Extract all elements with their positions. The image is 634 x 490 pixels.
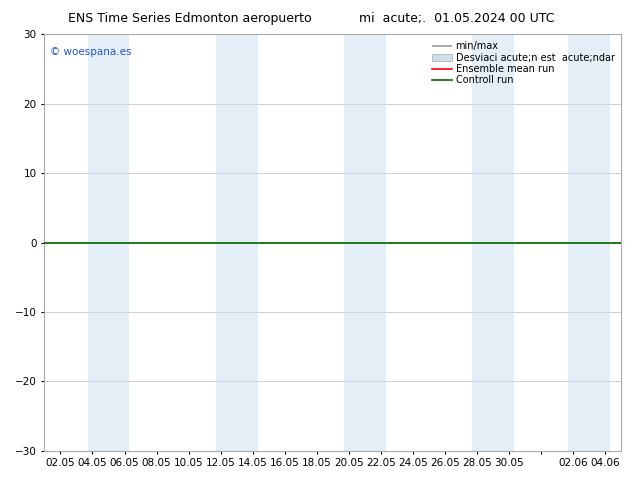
Bar bbox=[87, 34, 129, 451]
Bar bbox=[344, 34, 385, 451]
Text: ENS Time Series Edmonton aeropuerto: ENS Time Series Edmonton aeropuerto bbox=[68, 12, 312, 25]
Legend: min/max, Desviaci acute;n est  acute;ndar, Ensemble mean run, Controll run: min/max, Desviaci acute;n est acute;ndar… bbox=[430, 39, 616, 87]
Bar bbox=[216, 34, 257, 451]
Bar bbox=[569, 34, 610, 451]
Text: mi  acute;.  01.05.2024 00 UTC: mi acute;. 01.05.2024 00 UTC bbox=[359, 12, 554, 25]
Bar bbox=[472, 34, 514, 451]
Text: © woespana.es: © woespana.es bbox=[50, 47, 132, 57]
